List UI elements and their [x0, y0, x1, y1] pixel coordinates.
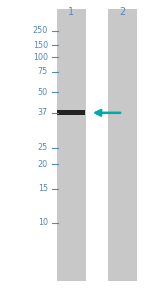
Text: 20: 20	[38, 160, 48, 168]
Bar	[57, 110, 85, 115]
Text: 50: 50	[38, 88, 48, 97]
Bar	[108, 9, 136, 281]
Text: 100: 100	[33, 53, 48, 62]
Bar	[57, 9, 86, 281]
Text: 250: 250	[33, 26, 48, 35]
Text: 10: 10	[38, 218, 48, 227]
Text: 150: 150	[33, 41, 48, 50]
Text: 2: 2	[119, 7, 125, 17]
Text: 75: 75	[38, 67, 48, 76]
Text: 25: 25	[38, 144, 48, 152]
Text: 37: 37	[38, 108, 48, 117]
Text: 1: 1	[68, 7, 74, 17]
Text: 15: 15	[38, 185, 48, 193]
